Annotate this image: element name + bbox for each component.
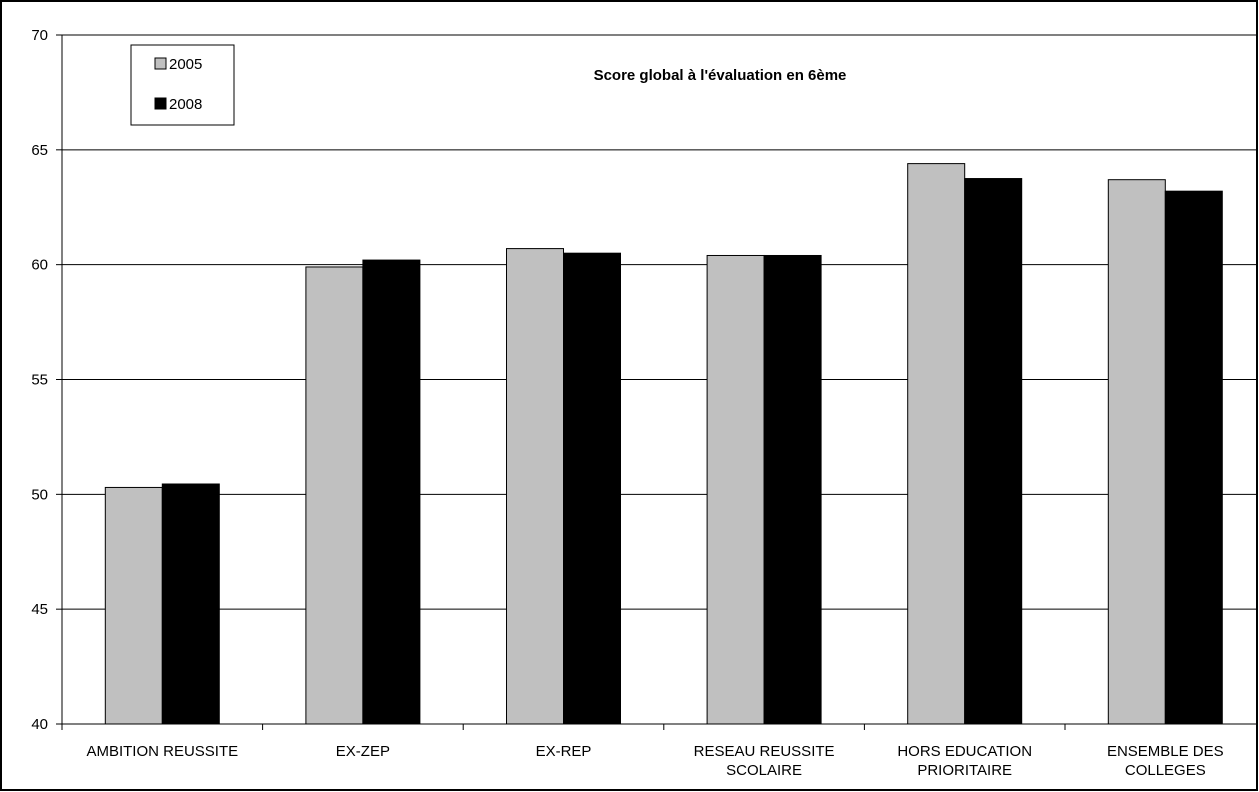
legend-label-2005: 2005 xyxy=(169,56,202,73)
bar-2005 xyxy=(104,486,163,725)
x-category-label: SCOLAIRE xyxy=(726,762,802,779)
y-tick-label: 55 xyxy=(31,372,48,389)
y-tick-label: 45 xyxy=(31,601,48,618)
y-tick-label: 40 xyxy=(31,716,48,733)
gridlines xyxy=(62,34,1257,610)
x-category-label: ENSEMBLE DES xyxy=(1107,743,1224,760)
y-tick-label: 60 xyxy=(31,257,48,274)
legend-swatch-2005 xyxy=(154,57,167,70)
bar-2005 xyxy=(706,254,765,725)
bar-2005 xyxy=(1107,179,1166,725)
bar-2008 xyxy=(1164,190,1223,725)
x-category-label: EX-ZEP xyxy=(336,743,390,760)
bar-2008 xyxy=(563,252,621,725)
y-tick-labels: 40 45 50 55 60 65 70 xyxy=(31,27,48,733)
legend-box xyxy=(130,44,235,126)
legend: 2005 2008 xyxy=(130,44,235,126)
x-category-label: AMBITION REUSSITE xyxy=(86,743,238,760)
legend-label-2008: 2008 xyxy=(169,96,202,113)
chart-title: Score global à l'évaluation en 6ème xyxy=(594,67,847,84)
x-category-label: HORS EDUCATION xyxy=(897,743,1032,760)
axes xyxy=(56,34,1257,730)
y-tick-label: 70 xyxy=(31,27,48,44)
x-category-label: RESEAU REUSSITE xyxy=(694,743,835,760)
bar-2008 xyxy=(964,178,1023,725)
bar-2008 xyxy=(763,254,822,725)
x-category-label: PRIORITAIRE xyxy=(917,762,1012,779)
bar-2005 xyxy=(305,266,364,725)
bar-2005 xyxy=(506,248,564,725)
bar-2008 xyxy=(362,259,421,725)
legend-swatch-2008 xyxy=(154,97,167,110)
x-category-label: COLLEGES xyxy=(1125,762,1206,779)
bar-2008 xyxy=(161,483,220,725)
x-category-label: EX-REP xyxy=(536,743,592,760)
x-category-labels: AMBITION REUSSITE EX-ZEP EX-REP RESEAU REUS… xyxy=(86,743,1223,779)
y-tick-label: 65 xyxy=(31,142,48,159)
y-tick-label: 50 xyxy=(31,486,48,503)
bar-2005 xyxy=(907,163,966,725)
bars xyxy=(104,163,1223,725)
